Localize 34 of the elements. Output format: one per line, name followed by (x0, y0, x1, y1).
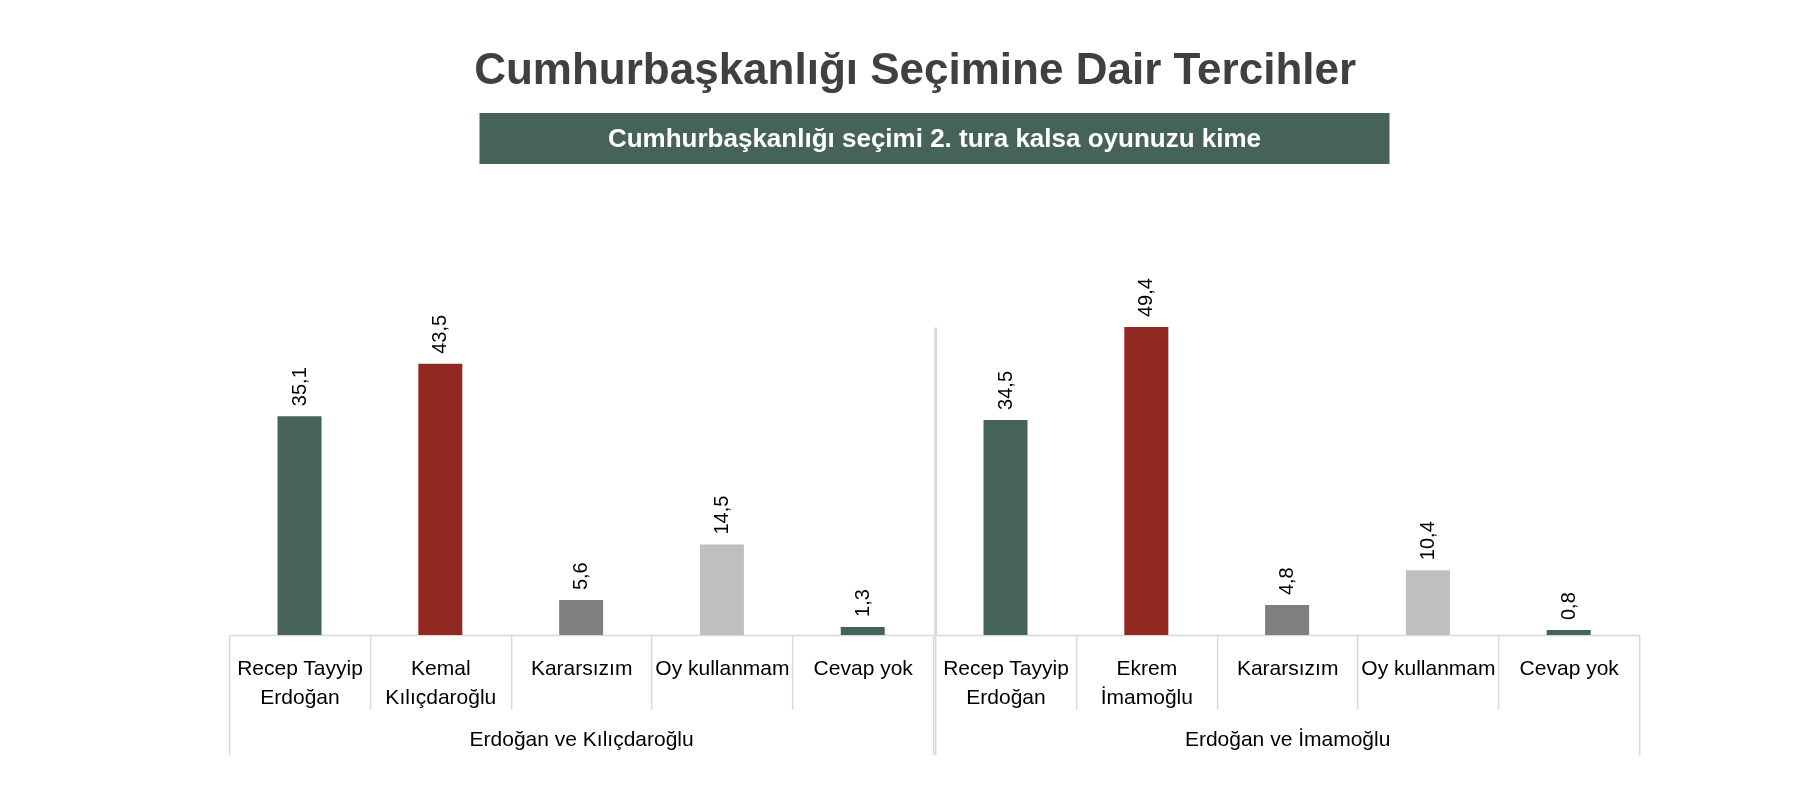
data-label: 5,6 (569, 562, 592, 591)
data-label: 43,5 (428, 314, 451, 354)
bar (1124, 327, 1169, 635)
x-tick-label: Cevap yok (1519, 655, 1620, 679)
bar (1546, 630, 1591, 635)
x-tick-label: Kararsızım (530, 655, 633, 679)
x-tick-label: Oy kullanmam (1361, 655, 1496, 679)
bar (559, 600, 604, 635)
bar (840, 626, 885, 635)
data-label: 1,3 (850, 589, 873, 617)
x-tick-label: Oy kullanmam (655, 655, 790, 679)
bar (1405, 570, 1450, 635)
x-tick-label: Recep Tayyip Erdoğan (237, 655, 363, 708)
data-label: 0,8 (1556, 592, 1579, 621)
bar (699, 544, 744, 635)
bar (983, 419, 1028, 635)
data-label: 49,4 (1134, 278, 1157, 317)
x-axis-title: Erdoğan ve İmamoğlu (1184, 726, 1391, 750)
data-label: 10,4 (1415, 521, 1438, 561)
chart-subtitle: Cumhurbaşkanlığı seçimi 2. tura kalsa oyunuzu kime (607, 122, 1262, 153)
data-label: 14,5 (709, 495, 732, 535)
x-tick-label: Kararsızım (1236, 655, 1339, 679)
bar (277, 416, 322, 635)
bar (1265, 605, 1310, 635)
x-tick-label: Cevap yok (813, 655, 914, 679)
x-tick-label: Recep Tayyip Erdoğan (943, 655, 1069, 708)
data-label: 4,8 (1275, 567, 1298, 596)
data-label: 35,1 (287, 367, 310, 407)
x-tick-label: Kemal Kılıçdaroğlu (385, 655, 497, 708)
chart-title: Cumhurbaşkanlığı Seçimine Dair Tercihler (474, 44, 1357, 93)
x-tick-label: Ekrem İmamoğlu (1100, 655, 1193, 708)
data-label: 34,5 (993, 370, 1016, 410)
bar (418, 363, 463, 635)
x-axis-title: Erdoğan ve Kılıçdaroğlu (469, 726, 694, 750)
